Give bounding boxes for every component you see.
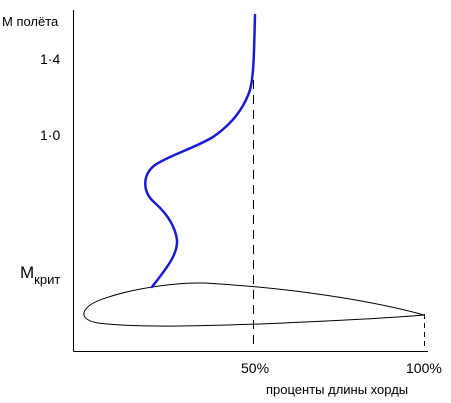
m-crit-main: M [20, 263, 34, 282]
x-axis-title: проценты длины хорды [266, 382, 408, 397]
m-crit-subscript: крит [34, 272, 60, 287]
tick-label-low: 1·0 [40, 127, 60, 143]
airfoil-profile [83, 282, 425, 327]
shock-position-curve [144, 13, 257, 289]
y-axis-title: M полёта [2, 14, 59, 29]
x-tick-label-100: 100% [406, 360, 442, 376]
tick-label-high: 1·4 [40, 51, 60, 67]
x-tick-label-50: 50% [241, 360, 269, 376]
m-crit-label: Mкрит [20, 263, 60, 287]
